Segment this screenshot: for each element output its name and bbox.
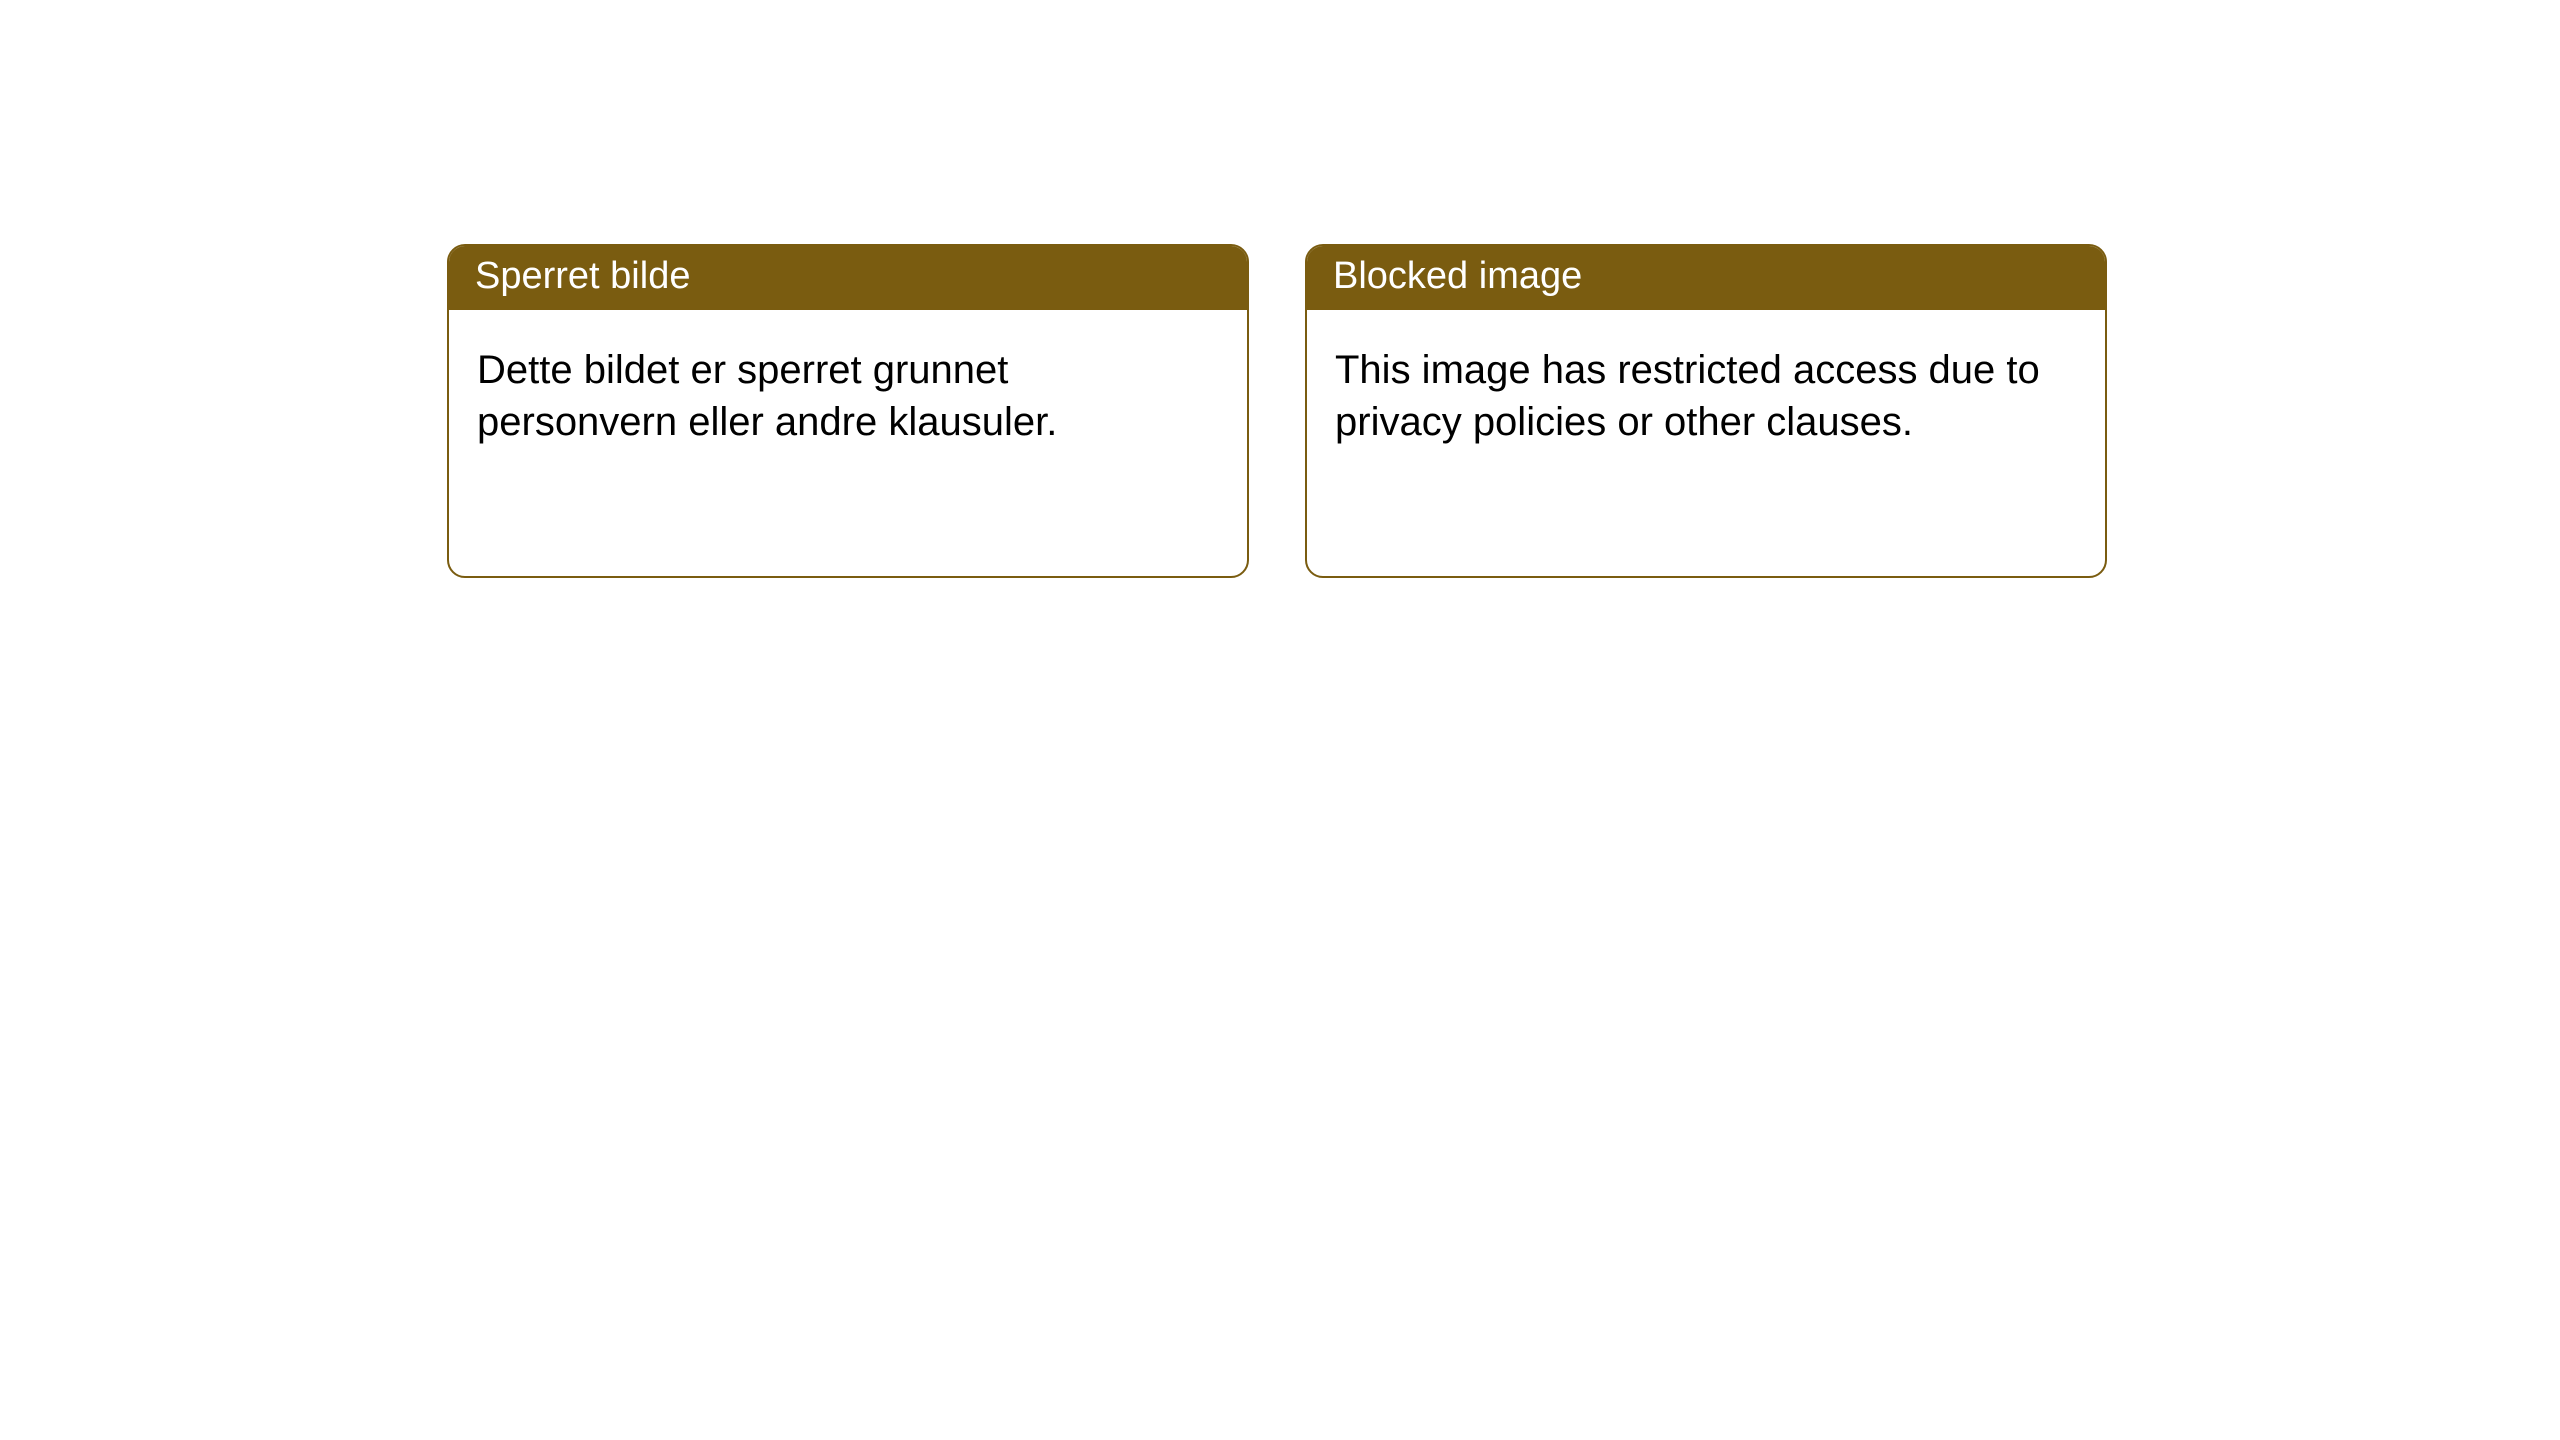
- card-title: Sperret bilde: [475, 255, 690, 297]
- card-header: Sperret bilde: [449, 246, 1247, 310]
- blocked-image-card-english: Blocked image This image has restricted …: [1305, 244, 2107, 578]
- card-message: Dette bildet er sperret grunnet personve…: [477, 348, 1057, 444]
- cards-container: Sperret bilde Dette bildet er sperret gr…: [0, 0, 2560, 578]
- card-title: Blocked image: [1333, 255, 1582, 297]
- blocked-image-card-norwegian: Sperret bilde Dette bildet er sperret gr…: [447, 244, 1249, 578]
- card-body: This image has restricted access due to …: [1307, 310, 2105, 482]
- card-header: Blocked image: [1307, 246, 2105, 310]
- card-body: Dette bildet er sperret grunnet personve…: [449, 310, 1247, 482]
- card-message: This image has restricted access due to …: [1335, 348, 2040, 444]
